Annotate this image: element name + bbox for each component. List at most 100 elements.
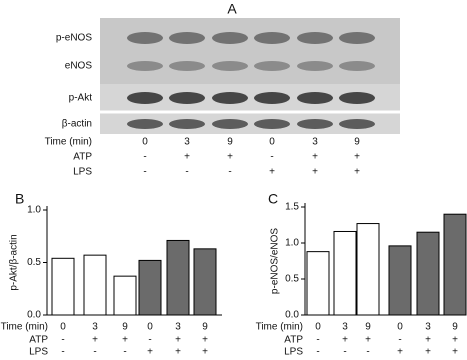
band bbox=[339, 119, 375, 129]
band-label: p-eNOS bbox=[56, 33, 92, 44]
band bbox=[339, 92, 375, 104]
band-label: eNOS bbox=[65, 61, 93, 72]
band bbox=[339, 61, 375, 71]
condition-value: + bbox=[452, 335, 458, 346]
row-value: - bbox=[185, 167, 188, 178]
condition-value: + bbox=[175, 347, 181, 358]
row-value: - bbox=[228, 167, 231, 178]
band bbox=[212, 92, 248, 104]
axes bbox=[304, 203, 462, 316]
band bbox=[254, 61, 290, 71]
condition-label: LPS bbox=[284, 347, 303, 358]
condition-value: - bbox=[316, 347, 319, 358]
x-tick-label: 9 bbox=[452, 322, 458, 333]
band bbox=[339, 32, 375, 44]
condition-value: + bbox=[397, 347, 403, 358]
condition-value: + bbox=[202, 335, 208, 346]
bar bbox=[443, 213, 467, 316]
row-value: 3 bbox=[184, 137, 190, 148]
x-tick-label: 3 bbox=[425, 322, 431, 333]
band bbox=[212, 61, 248, 71]
condition-value: - bbox=[123, 347, 126, 358]
band bbox=[254, 32, 290, 44]
condition-value: + bbox=[202, 347, 208, 358]
x-tick-label: 9 bbox=[122, 322, 128, 333]
condition-value: + bbox=[425, 335, 431, 346]
condition-value: + bbox=[452, 347, 458, 358]
band bbox=[127, 61, 163, 71]
row-value: - bbox=[270, 152, 273, 163]
row-value: + bbox=[312, 167, 318, 178]
condition-value: - bbox=[61, 335, 64, 346]
condition-label: LPS bbox=[29, 347, 48, 358]
band bbox=[297, 61, 333, 71]
band bbox=[127, 92, 163, 104]
x-tick-label: 0 bbox=[397, 322, 403, 333]
x-tick-label: 0 bbox=[315, 322, 321, 333]
condition-value: - bbox=[366, 347, 369, 358]
condition-value: + bbox=[92, 335, 98, 346]
panel-label: A bbox=[227, 1, 237, 17]
row-value: 0 bbox=[269, 137, 275, 148]
x-tick-label: 3 bbox=[92, 322, 98, 333]
row-value: - bbox=[143, 167, 146, 178]
x-axis-label: Time (min) bbox=[1, 322, 48, 333]
y-tick-label: 0.5 bbox=[285, 274, 299, 285]
y-tick-label: 1.0 bbox=[27, 205, 41, 216]
condition-value: - bbox=[93, 347, 96, 358]
x-tick-label: 0 bbox=[60, 322, 66, 333]
bar bbox=[193, 248, 217, 316]
row-value: 9 bbox=[354, 137, 360, 148]
x-axis-label: Time (min) bbox=[256, 322, 303, 333]
condition-value: - bbox=[316, 335, 319, 346]
condition-value: - bbox=[61, 347, 64, 358]
blot-enos-area bbox=[100, 18, 400, 84]
row-label: ATP bbox=[73, 152, 92, 163]
band bbox=[169, 119, 205, 129]
bar bbox=[388, 245, 412, 316]
band bbox=[212, 119, 248, 129]
condition-value: + bbox=[365, 335, 371, 346]
band bbox=[169, 32, 205, 44]
row-value: + bbox=[184, 152, 190, 163]
x-tick-label: 9 bbox=[202, 322, 208, 333]
row-value: + bbox=[354, 152, 360, 163]
y-axis-label: p-eNOS/eNOS bbox=[270, 228, 281, 294]
condition-value: + bbox=[147, 347, 153, 358]
condition-value: + bbox=[122, 335, 128, 346]
y-axis-label: p-Akt/β-actin bbox=[9, 234, 20, 290]
band bbox=[297, 32, 333, 44]
bar bbox=[113, 275, 137, 316]
band bbox=[297, 92, 333, 104]
bar bbox=[166, 239, 190, 316]
row-value: - bbox=[143, 152, 146, 163]
condition-label: ATP bbox=[29, 335, 48, 346]
condition-value: - bbox=[343, 347, 346, 358]
bar bbox=[356, 223, 380, 316]
bar bbox=[306, 251, 330, 316]
band-label: β-actin bbox=[62, 119, 92, 130]
row-value: + bbox=[269, 167, 275, 178]
bar bbox=[51, 257, 75, 316]
y-tick-label: 1.5 bbox=[285, 202, 299, 213]
row-value: + bbox=[354, 167, 360, 178]
y-tick-label: 0.5 bbox=[27, 257, 41, 268]
panel-label: B bbox=[15, 191, 24, 207]
band bbox=[254, 119, 290, 129]
band bbox=[127, 119, 163, 129]
row-label: LPS bbox=[73, 167, 92, 178]
condition-value: - bbox=[398, 335, 401, 346]
band bbox=[212, 32, 248, 44]
band-label: p-Akt bbox=[69, 93, 93, 104]
band bbox=[169, 61, 205, 71]
panel-label: C bbox=[268, 191, 278, 207]
x-tick-label: 0 bbox=[147, 322, 153, 333]
band bbox=[169, 92, 205, 104]
bar bbox=[333, 230, 357, 316]
condition-value: + bbox=[342, 335, 348, 346]
band bbox=[254, 92, 290, 104]
x-tick-label: 9 bbox=[365, 322, 371, 333]
row-value: + bbox=[227, 152, 233, 163]
row-value: 9 bbox=[227, 137, 233, 148]
